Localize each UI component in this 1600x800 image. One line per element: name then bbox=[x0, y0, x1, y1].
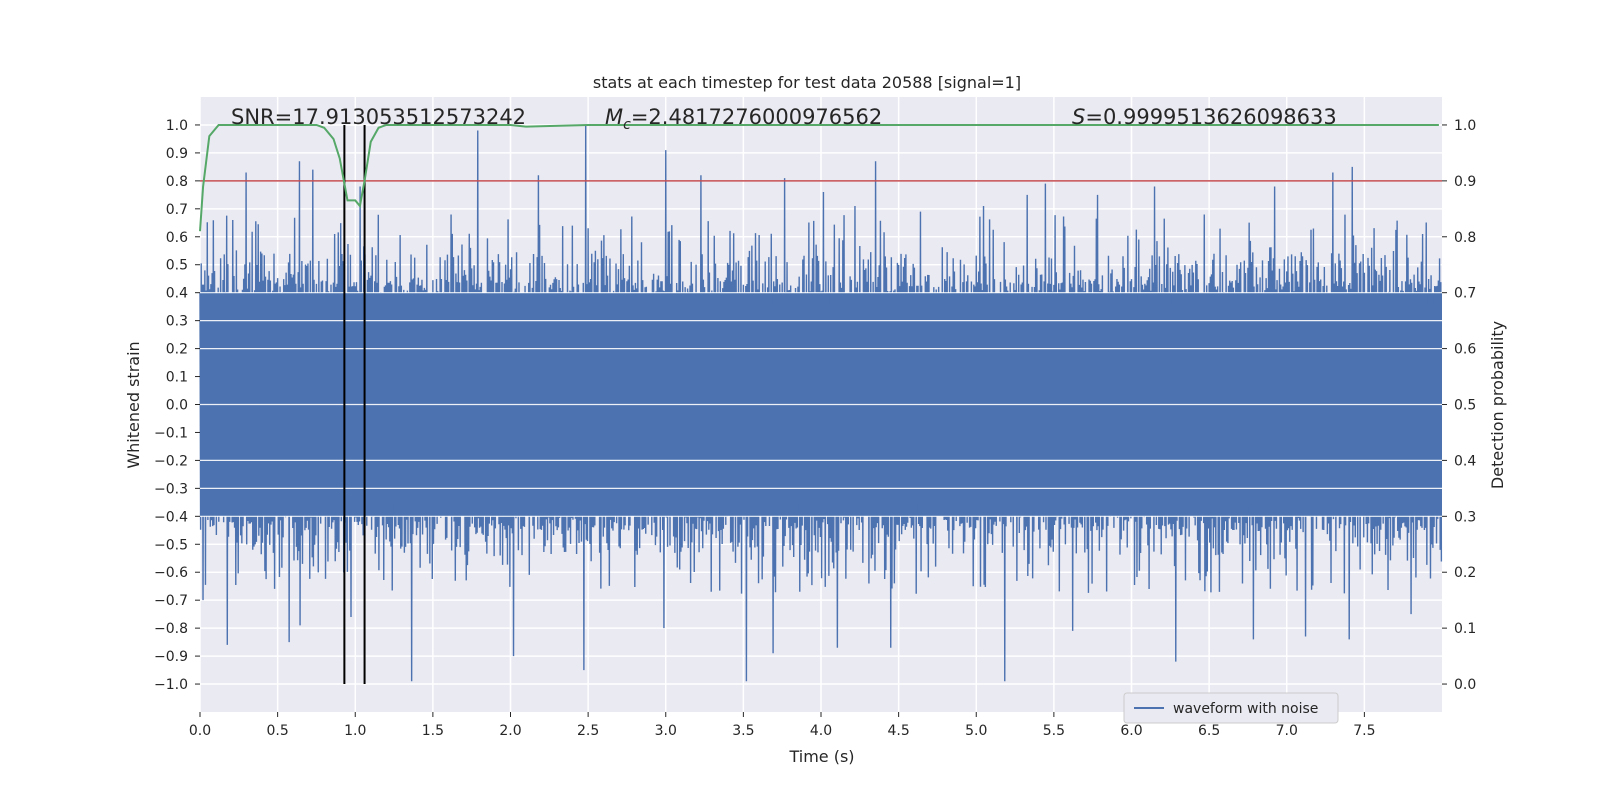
x-tick-label: 4.0 bbox=[810, 723, 832, 739]
chirp-mass-symbol: M bbox=[605, 105, 623, 129]
y-tick-label: 1.0 bbox=[166, 118, 188, 134]
snr-annotation: SNR=17.913053512573242 bbox=[231, 105, 526, 129]
legend-entry-waveform: waveform with noise bbox=[1173, 701, 1318, 717]
x-tick-label: 1.5 bbox=[422, 723, 444, 739]
chirp-mass-subscript: c bbox=[623, 117, 631, 133]
y-tick-label: −0.5 bbox=[154, 537, 188, 553]
y2-tick-label: 0.4 bbox=[1454, 453, 1476, 469]
x-tick-label: 3.0 bbox=[655, 723, 677, 739]
x-tick-label: 3.5 bbox=[732, 723, 754, 739]
x-tick-label: 0.0 bbox=[189, 723, 211, 739]
y-tick-label: 0.1 bbox=[166, 370, 188, 386]
y-tick-label: −0.7 bbox=[154, 593, 188, 609]
y-tick-label: 0.7 bbox=[166, 202, 188, 218]
detection-probability-line bbox=[199, 123, 1439, 232]
x-tick-label: 1.0 bbox=[344, 723, 366, 739]
x-tick-label: 0.5 bbox=[266, 723, 288, 739]
y2-tick-label: 0.8 bbox=[1454, 230, 1476, 246]
legend-box bbox=[1123, 692, 1339, 724]
y-tick-label: −0.8 bbox=[154, 621, 188, 637]
y2-tick-label: 0.3 bbox=[1454, 509, 1476, 525]
x-tick-label: 5.0 bbox=[965, 723, 987, 739]
y-tick-label: −0.1 bbox=[154, 425, 188, 441]
y-tick-label: 0.9 bbox=[166, 146, 188, 162]
y-tick-label: 0.4 bbox=[166, 286, 188, 302]
y2-axis-ticks: 1.0 0.9 0.8 0.7 0.6 0.5 0.4 0.3 0.2 0.1 0.0 bbox=[1442, 118, 1476, 693]
x-tick-label: 7.0 bbox=[1276, 723, 1298, 739]
x-tick-label: 2.5 bbox=[577, 723, 599, 739]
y2-tick-label: 0.5 bbox=[1454, 398, 1476, 414]
x-tick-label: 6.0 bbox=[1120, 723, 1142, 739]
y2-axis-label: Detection probability bbox=[1488, 321, 1507, 489]
x-tick-label: 5.5 bbox=[1043, 723, 1065, 739]
x-axis-ticks: 0.0 0.5 1.0 1.5 2.0 2.5 3.0 3.5 4.0 4.5 5.0 5.5 6.0 6… bbox=[189, 712, 1376, 739]
y-tick-label: −0.6 bbox=[154, 565, 188, 581]
legend: waveform with noise bbox=[1123, 692, 1339, 724]
y2-tick-label: 1.0 bbox=[1454, 118, 1476, 134]
waveform-trace bbox=[199, 124, 1443, 682]
x-axis-label: Time (s) bbox=[788, 747, 854, 766]
y-tick-label: 0.2 bbox=[166, 342, 188, 358]
y-tick-label: 0.8 bbox=[166, 174, 188, 190]
y-axis-label: Whitened strain bbox=[124, 341, 143, 468]
x-tick-label: 7.5 bbox=[1353, 723, 1375, 739]
y-tick-label: 0.0 bbox=[166, 398, 188, 414]
x-tick-label: 6.5 bbox=[1198, 723, 1220, 739]
y2-tick-label: 0.0 bbox=[1454, 677, 1476, 693]
y-tick-label: 0.3 bbox=[166, 314, 188, 330]
y2-tick-label: 0.9 bbox=[1454, 174, 1476, 190]
y2-tick-label: 0.2 bbox=[1454, 565, 1476, 581]
waveform-with-noise-series bbox=[199, 124, 1443, 682]
chart-title: stats at each timestep for test data 205… bbox=[593, 73, 1021, 92]
s-annotation: S=0.9999513626098633 bbox=[1072, 105, 1337, 129]
x-tick-label: 2.0 bbox=[499, 723, 521, 739]
chirp-mass-value: =2.4817276000976562 bbox=[631, 105, 882, 129]
chirp-mass-annotation: Mc=2.4817276000976562 bbox=[605, 105, 882, 133]
y-tick-label: −0.2 bbox=[154, 453, 188, 469]
y2-tick-label: 0.1 bbox=[1454, 621, 1476, 637]
x-tick-label: 4.5 bbox=[887, 723, 909, 739]
vertical-markers bbox=[343, 124, 366, 685]
y-axis-ticks: 1.0 0.9 0.8 0.7 0.6 0.5 0.4 0.3 0.2 0.1 0.0 −0.1 −0.… bbox=[154, 118, 200, 693]
y-tick-label: 0.5 bbox=[166, 258, 188, 274]
s-symbol: S bbox=[1072, 105, 1085, 129]
y2-tick-label: 0.6 bbox=[1454, 342, 1476, 358]
y-tick-label: 0.6 bbox=[166, 230, 188, 246]
y-tick-label: −0.9 bbox=[154, 649, 188, 665]
y-tick-label: −0.4 bbox=[154, 509, 188, 525]
s-value: =0.9999513626098633 bbox=[1085, 105, 1336, 129]
y2-tick-label: 0.7 bbox=[1454, 286, 1476, 302]
y-tick-label: −0.3 bbox=[154, 481, 188, 497]
y-tick-label: −1.0 bbox=[154, 677, 188, 693]
